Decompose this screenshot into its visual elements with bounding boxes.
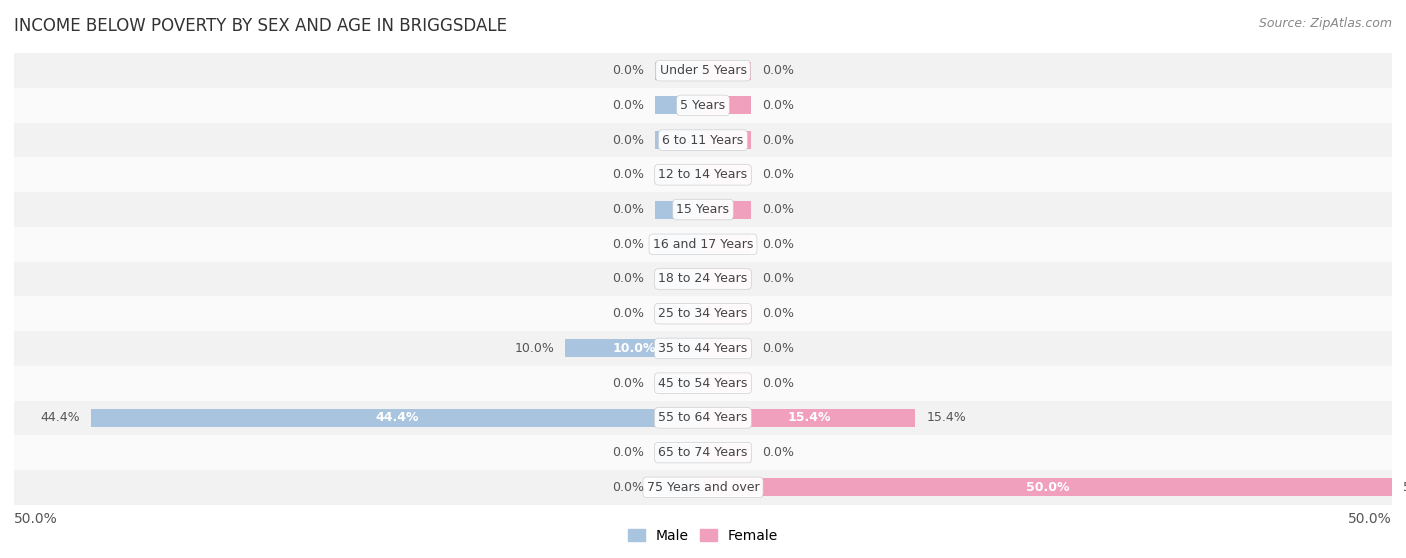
Bar bbox=[14, 157, 1392, 192]
Bar bbox=[655, 97, 703, 114]
Bar bbox=[655, 305, 703, 323]
Bar bbox=[14, 88, 1392, 123]
Bar bbox=[703, 305, 751, 323]
Bar bbox=[655, 166, 703, 184]
Text: 0.0%: 0.0% bbox=[612, 307, 644, 320]
Bar bbox=[655, 478, 703, 497]
Text: 6 to 11 Years: 6 to 11 Years bbox=[662, 133, 744, 147]
Bar bbox=[655, 270, 703, 288]
Text: 0.0%: 0.0% bbox=[612, 133, 644, 147]
Text: 50.0%: 50.0% bbox=[14, 512, 58, 526]
Bar bbox=[14, 366, 1392, 401]
Legend: Male, Female: Male, Female bbox=[623, 523, 783, 549]
Bar bbox=[703, 200, 751, 219]
Text: 0.0%: 0.0% bbox=[762, 169, 794, 181]
Text: 55 to 64 Years: 55 to 64 Years bbox=[658, 411, 748, 425]
Text: 15 Years: 15 Years bbox=[676, 203, 730, 216]
Bar bbox=[655, 374, 703, 392]
Bar bbox=[565, 339, 703, 358]
Text: 0.0%: 0.0% bbox=[762, 307, 794, 320]
Text: 15.4%: 15.4% bbox=[787, 411, 831, 425]
Bar bbox=[14, 401, 1392, 435]
Text: 0.0%: 0.0% bbox=[762, 342, 794, 355]
Bar bbox=[703, 374, 751, 392]
Text: 0.0%: 0.0% bbox=[762, 238, 794, 251]
Text: 0.0%: 0.0% bbox=[762, 133, 794, 147]
Bar bbox=[14, 262, 1392, 296]
Text: 16 and 17 Years: 16 and 17 Years bbox=[652, 238, 754, 251]
Bar bbox=[703, 444, 751, 461]
Text: 35 to 44 Years: 35 to 44 Years bbox=[658, 342, 748, 355]
Bar bbox=[703, 235, 751, 253]
Bar bbox=[14, 54, 1392, 88]
Text: 0.0%: 0.0% bbox=[762, 64, 794, 77]
Text: 45 to 54 Years: 45 to 54 Years bbox=[658, 377, 748, 389]
Text: 0.0%: 0.0% bbox=[762, 446, 794, 459]
Text: 50.0%: 50.0% bbox=[1348, 512, 1392, 526]
Text: 50.0%: 50.0% bbox=[1403, 481, 1406, 494]
Text: 0.0%: 0.0% bbox=[762, 377, 794, 389]
Text: 0.0%: 0.0% bbox=[612, 203, 644, 216]
Bar bbox=[703, 339, 751, 358]
Text: INCOME BELOW POVERTY BY SEX AND AGE IN BRIGGSDALE: INCOME BELOW POVERTY BY SEX AND AGE IN B… bbox=[14, 17, 508, 35]
Bar bbox=[14, 470, 1392, 504]
Bar bbox=[655, 444, 703, 461]
Bar bbox=[14, 331, 1392, 366]
Text: 15.4%: 15.4% bbox=[927, 411, 966, 425]
Text: 75 Years and over: 75 Years and over bbox=[647, 481, 759, 494]
Text: 0.0%: 0.0% bbox=[762, 203, 794, 216]
Bar bbox=[655, 200, 703, 219]
Bar bbox=[655, 131, 703, 149]
Text: 0.0%: 0.0% bbox=[612, 446, 644, 459]
Text: 5 Years: 5 Years bbox=[681, 99, 725, 112]
Text: 0.0%: 0.0% bbox=[612, 99, 644, 112]
Bar bbox=[91, 409, 703, 427]
Text: 0.0%: 0.0% bbox=[612, 481, 644, 494]
Text: 12 to 14 Years: 12 to 14 Years bbox=[658, 169, 748, 181]
Bar bbox=[703, 270, 751, 288]
Bar bbox=[703, 478, 1392, 497]
Text: 0.0%: 0.0% bbox=[612, 377, 644, 389]
Text: 0.0%: 0.0% bbox=[612, 64, 644, 77]
Bar bbox=[703, 409, 915, 427]
Text: 10.0%: 10.0% bbox=[515, 342, 554, 355]
Bar bbox=[655, 61, 703, 80]
Text: 0.0%: 0.0% bbox=[762, 99, 794, 112]
Bar bbox=[14, 227, 1392, 262]
Text: 0.0%: 0.0% bbox=[762, 272, 794, 286]
Text: 65 to 74 Years: 65 to 74 Years bbox=[658, 446, 748, 459]
Text: Under 5 Years: Under 5 Years bbox=[659, 64, 747, 77]
Text: 0.0%: 0.0% bbox=[612, 238, 644, 251]
Bar bbox=[703, 131, 751, 149]
Bar bbox=[655, 235, 703, 253]
Text: 44.4%: 44.4% bbox=[41, 411, 80, 425]
Bar bbox=[703, 97, 751, 114]
Text: 25 to 34 Years: 25 to 34 Years bbox=[658, 307, 748, 320]
Text: 18 to 24 Years: 18 to 24 Years bbox=[658, 272, 748, 286]
Text: 0.0%: 0.0% bbox=[612, 272, 644, 286]
Text: 50.0%: 50.0% bbox=[1026, 481, 1069, 494]
Text: Source: ZipAtlas.com: Source: ZipAtlas.com bbox=[1258, 17, 1392, 30]
Bar bbox=[14, 296, 1392, 331]
Bar bbox=[703, 61, 751, 80]
Text: 44.4%: 44.4% bbox=[375, 411, 419, 425]
Bar bbox=[14, 123, 1392, 157]
Bar bbox=[14, 192, 1392, 227]
Bar bbox=[14, 435, 1392, 470]
Text: 10.0%: 10.0% bbox=[613, 342, 655, 355]
Text: 0.0%: 0.0% bbox=[612, 169, 644, 181]
Bar bbox=[703, 166, 751, 184]
